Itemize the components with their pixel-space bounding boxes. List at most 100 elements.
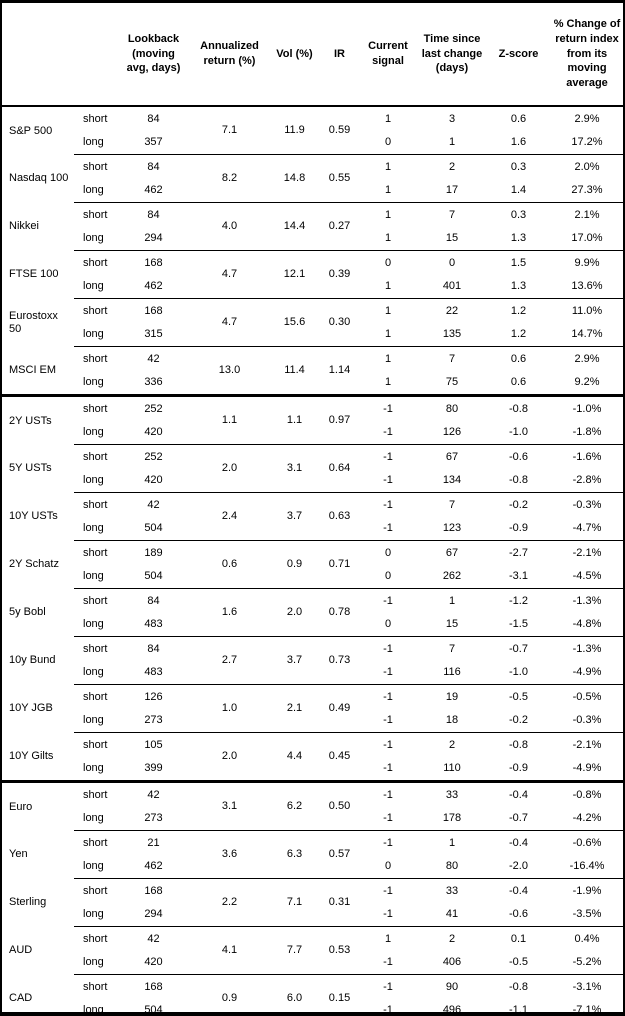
annualized-return-value: 7.1 <box>187 106 272 155</box>
ir-value: 0.63 <box>317 492 362 541</box>
signal-value: -1 <box>362 468 414 493</box>
lookback-value: 42 <box>147 788 160 801</box>
vol-value: 14.8 <box>272 154 317 203</box>
signal-value: -1 <box>362 902 414 927</box>
signal-value: -1 <box>383 788 393 801</box>
time-since-change-value: 1 <box>414 130 490 155</box>
zscore-value: -0.4 <box>509 884 528 897</box>
header-asset <box>2 3 74 107</box>
signal-value: -1 <box>383 884 393 897</box>
pct-change-value: -1.8% <box>547 420 623 445</box>
pct-change-value: -3.5% <box>547 902 623 927</box>
lookback-value: 42 <box>147 932 160 945</box>
pct-change-value: 17.2% <box>547 130 623 155</box>
time-since-change-value: 7 <box>448 642 456 655</box>
lookback-value: 483 <box>120 660 187 685</box>
annualized-return-value: 0.6 <box>187 540 272 589</box>
signal-value: 0 <box>362 130 414 155</box>
time-since-change-value: 134 <box>414 468 490 493</box>
signal-value: 1 <box>362 178 414 203</box>
vol-value: 2.1 <box>272 684 317 733</box>
position-label: short <box>83 884 108 897</box>
signal-value: 1 <box>384 932 392 945</box>
zscore-value: 0.6 <box>490 370 547 397</box>
position-label: short <box>83 690 108 703</box>
asset-row-long: long 504 -1 123 -0.9 -4.7% <box>2 516 623 541</box>
ir-value: 0.78 <box>317 588 362 637</box>
zscore-value: 1.3 <box>490 274 547 299</box>
signal-value: -1 <box>362 516 414 541</box>
time-since-change-value: 116 <box>414 660 490 685</box>
position-label: short <box>83 256 108 269</box>
zscore-value: -1.2 <box>509 594 528 607</box>
zscore-value: -0.2 <box>509 498 528 511</box>
annualized-return-value: 1.6 <box>187 588 272 637</box>
zscore-value: -0.6 <box>509 450 528 463</box>
ir-value: 0.50 <box>317 781 362 831</box>
position-label: short <box>83 402 108 415</box>
time-since-change-value: 406 <box>414 950 490 975</box>
lookback-value: 84 <box>147 642 160 655</box>
lookback-value: 462 <box>120 854 187 879</box>
time-since-change-value: 80 <box>445 402 459 415</box>
pct-change-value: -3.1% <box>572 980 602 993</box>
zscore-value: -0.8 <box>509 738 528 751</box>
pct-change-value: 2.0% <box>574 160 600 173</box>
asset-row-long: long 357 0 1 1.6 17.2% <box>2 130 623 155</box>
vol-value: 3.1 <box>272 444 317 493</box>
asset-row-long: long 294 -1 41 -0.6 -3.5% <box>2 902 623 927</box>
signal-value: -1 <box>362 756 414 783</box>
time-since-change-value: 15 <box>414 612 490 637</box>
signal-value: -1 <box>362 660 414 685</box>
pct-change-value: 27.3% <box>547 178 623 203</box>
pct-change-value: -5.2% <box>547 950 623 975</box>
lookback-value: 84 <box>147 594 160 607</box>
annualized-return-value: 2.0 <box>187 444 272 493</box>
time-since-change-value: 80 <box>414 854 490 879</box>
position-label: long <box>74 516 120 541</box>
zscore-value: -0.2 <box>490 708 547 733</box>
lookback-value: 336 <box>120 370 187 397</box>
header-vol: Vol (%) <box>272 3 317 107</box>
asset-name: Sterling <box>9 896 47 909</box>
vol-value: 11.4 <box>272 346 317 397</box>
zscore-value: 1.2 <box>510 304 527 317</box>
ir-value: 0.49 <box>317 684 362 733</box>
time-since-change-value: 262 <box>414 564 490 589</box>
pct-change-value: -7.1% <box>572 1004 602 1016</box>
zscore-value: -0.9 <box>490 516 547 541</box>
lookback-value: 273 <box>120 806 187 831</box>
asset-name: FTSE 100 <box>9 268 59 281</box>
lookback-value: 42 <box>147 498 160 511</box>
time-since-change-value: 75 <box>414 370 490 397</box>
asset-row-long: long 420 -1 406 -0.5 -5.2% <box>2 950 623 975</box>
lookback-value: 294 <box>120 226 187 251</box>
zscore-value: 0.6 <box>510 352 527 365</box>
lookback-value: 168 <box>144 884 163 897</box>
lookback-value: 189 <box>144 546 163 559</box>
zscore-value: -0.8 <box>509 980 528 993</box>
ir-value: 0.64 <box>317 444 362 493</box>
header-annualized-return: Annualized return (%) <box>187 3 272 107</box>
position-label: long <box>74 226 120 251</box>
time-since-change-value: 1 <box>448 594 456 607</box>
momentum-signals-table: Lookback (moving avg, days) Annualized r… <box>2 3 623 1016</box>
pct-change-value: -0.5% <box>572 690 602 703</box>
vol-value: 6.0 <box>286 992 303 1005</box>
time-since-change-value: 135 <box>414 322 490 347</box>
ir-value: 0.53 <box>317 926 362 975</box>
zscore-value: -0.4 <box>509 788 528 801</box>
pct-change-value: -2.8% <box>547 468 623 493</box>
zscore-value: -1.0 <box>490 660 547 685</box>
lookback-value: 357 <box>120 130 187 155</box>
zscore-value: -0.7 <box>490 806 547 831</box>
asset-name: Eurostoxx 50 <box>9 310 58 335</box>
time-since-change-value: 2 <box>448 160 456 173</box>
header-zscore: Z-score <box>490 3 547 107</box>
ir-value: 0.97 <box>317 395 362 445</box>
vol-value: 3.7 <box>272 492 317 541</box>
zscore-value: -2.7 <box>509 546 528 559</box>
asset-name: 5Y USTs <box>9 462 52 475</box>
position-label: short <box>83 450 108 463</box>
annualized-return-value: 1.1 <box>187 395 272 445</box>
